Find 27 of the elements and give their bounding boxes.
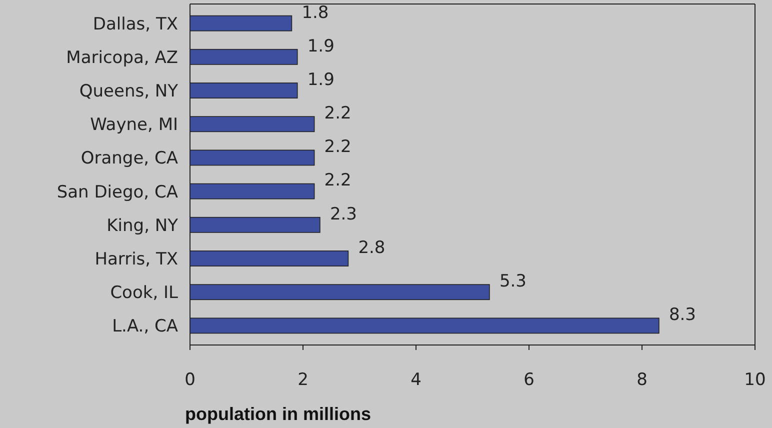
- x-tick-label: 6: [524, 370, 534, 390]
- y-tick-label: Queens, NY: [79, 82, 179, 102]
- data-label: 2.8: [358, 238, 386, 258]
- x-axis-title: population in millions: [185, 404, 371, 424]
- y-tick-label: Orange, CA: [80, 148, 178, 169]
- y-tick-label: Maricopa, AZ: [66, 48, 178, 68]
- data-label: 1.9: [307, 70, 334, 90]
- y-tick-label: King, NY: [106, 216, 179, 236]
- x-tick-label: 8: [636, 370, 648, 390]
- y-tick-label: Cook, IL: [110, 283, 179, 304]
- x-tick-label: 10: [744, 370, 766, 390]
- data-label: 2.2: [324, 137, 352, 158]
- data-label: 2.3: [330, 204, 357, 224]
- x-tick-label: 2: [298, 370, 308, 390]
- y-tick-label: Dallas, TX: [92, 14, 178, 34]
- data-label: 8.3: [668, 305, 696, 326]
- data-label: 1.9: [307, 36, 334, 56]
- y-tick-label: Harris, TX: [94, 249, 178, 270]
- data-label: 1.8: [302, 2, 329, 23]
- data-label: 2.2: [324, 170, 352, 191]
- data-label: 5.3: [499, 272, 526, 292]
- data-label: 2.2: [324, 104, 352, 124]
- y-tick-label: Wayne, MI: [90, 115, 178, 136]
- y-tick-label: L.A., CA: [112, 316, 178, 337]
- x-tick-label: 4: [410, 370, 422, 390]
- x-tick-label: 0: [184, 370, 196, 390]
- y-tick-label: San Diego, CA: [56, 182, 178, 202]
